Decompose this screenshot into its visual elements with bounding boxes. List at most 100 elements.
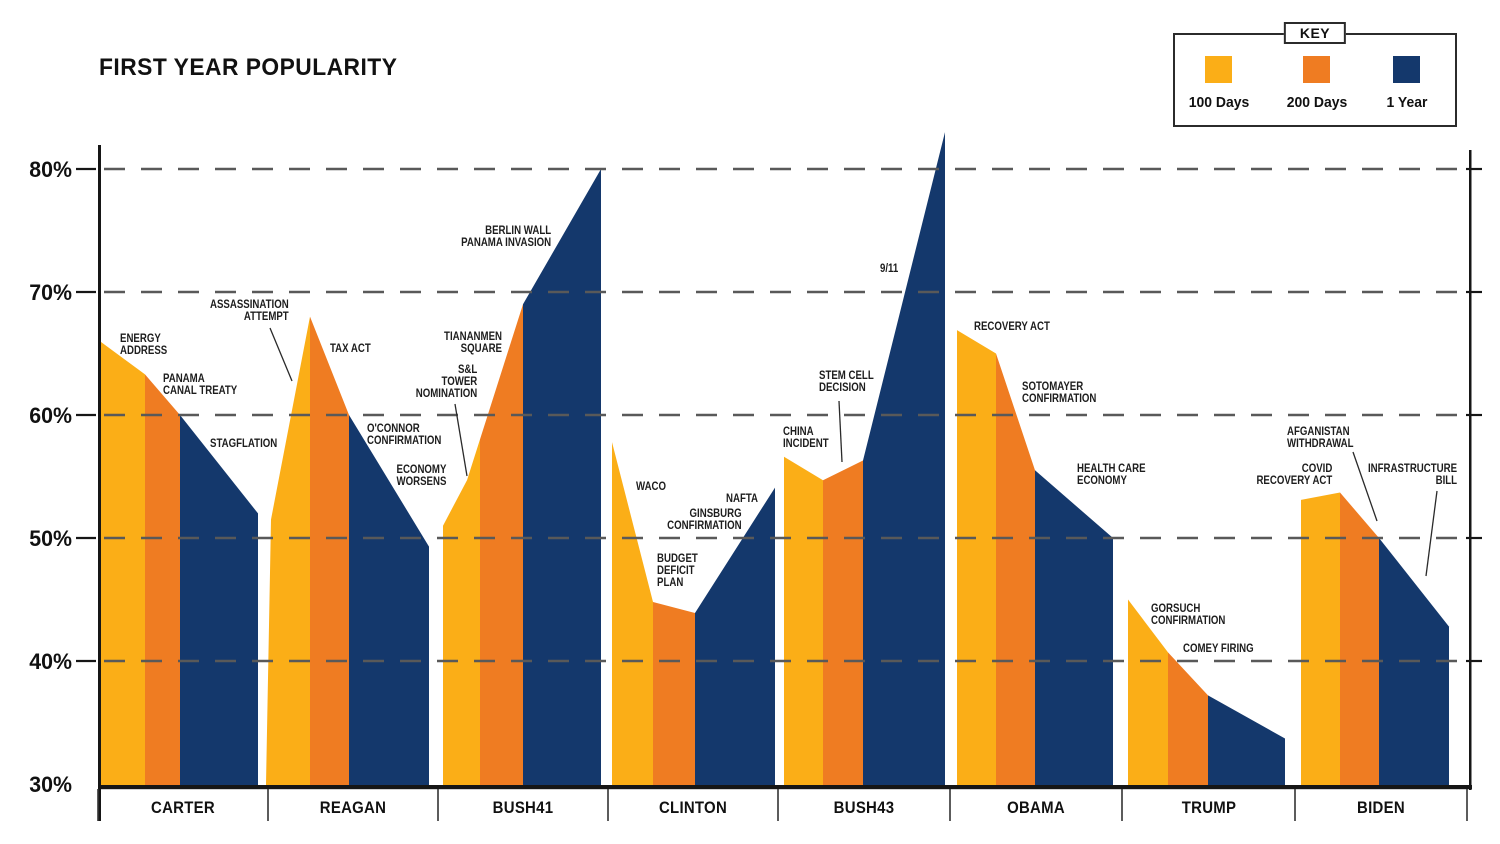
annotation-line: BERLIN WALL [484,225,551,237]
annotation-line: INFRASTRUCTURE [1367,463,1457,475]
area-carter-200-days [145,374,180,789]
pointer-line-assassination [269,327,293,382]
legend-key-box: KEY 100 Days 200 Days 1 Year [1173,22,1457,127]
annotation-line: S&L [457,364,477,376]
area-obama-1-year [1035,470,1113,789]
x-axis-label-clinton: CLINTON [658,798,728,817]
annotation-line: BUDGET [657,553,698,565]
annotation-line: NAFTA [726,493,759,505]
area-bush41-200-days [480,304,523,789]
area-obama-200-days [996,353,1035,789]
legend-key-title: KEY [1283,22,1347,44]
area-clinton-100-days [612,442,653,789]
annotation-line: 9/11 [880,263,899,275]
area-clinton-200-days [653,602,695,789]
annotation-line: CONFIRMATION [1151,615,1226,627]
annotation-budget-deficit-plan: BUDGET DEFICIT PLAN [657,553,698,589]
area-biden-100-days [1301,492,1340,789]
area-biden-1-year [1379,538,1449,789]
x-axis-label-obama: OBAMA [1007,798,1065,817]
annotation-economy-worsens: ECONOMY WORSENS [396,464,446,488]
x-axis-label-trump: TRUMP [1181,798,1236,817]
annotation-line: HEALTH CARE [1077,463,1146,475]
annotation-afganistan-withdrawal: AFGANISTAN WITHDRAWAL [1287,426,1354,450]
annotation-line: DEFICIT [657,565,695,577]
pointer-line-infrastructure [1425,490,1438,577]
annotation-line: CONFIRMATION [367,435,442,447]
annotation-line: DECISION [819,382,866,394]
area-trump-100-days [1128,599,1168,789]
area-reagan-1-year [349,415,429,789]
pointer-line-afganistan [1352,451,1378,522]
area-bush41-1-year [523,169,601,789]
x-axis-label-carter: CARTER [151,798,215,817]
annotation-line: GORSUCH [1151,603,1201,615]
annotation-stem-cell-decision: STEM CELL DECISION [819,370,874,394]
annotation-waco: WACO [636,481,666,493]
y-axis-label-70: 70% [29,280,72,305]
right-border-line [1469,150,1472,790]
annotation-line: CONFIRMATION [1022,393,1097,405]
annotation-line: WORSENS [396,476,446,488]
annotation-line: WACO [636,481,667,493]
area-biden-200-days [1340,492,1379,789]
annotation-line: ATTEMPT [244,311,289,323]
area-carter-100-days [100,341,145,789]
y-axis-label-40: 40% [29,649,72,674]
y-axis-label-50: 50% [29,526,72,551]
area-trump-200-days [1168,652,1208,789]
annotation-stagflation: STAGFLATION [210,438,277,450]
annotation-s-l-tower-nomination: S&L TOWER NOMINATION [415,364,477,400]
x-axis-baseline [98,785,1472,790]
annotation-line: ADDRESS [120,345,168,357]
annotation-line: CHINA [783,426,814,438]
annotation-comey-firing: COMEY FIRING [1183,643,1254,655]
annotation-line: COVID [1301,463,1332,475]
annotation-gorsuch-confirmation: GORSUCH CONFIRMATION [1151,603,1225,627]
legend-swatch-100-days-icon [1205,56,1232,83]
annotation-line: ECONOMY [396,464,446,476]
annotation-line: WITHDRAWAL [1287,438,1354,450]
area-clinton-1-year [695,487,775,789]
y-axis-label-80: 80% [29,157,72,182]
annotation-line: AFGANISTAN [1287,426,1350,438]
area-trump-1-year [1208,695,1285,789]
x-axis-label-biden: BIDEN [1357,798,1405,817]
annotation-line: INCIDENT [783,438,829,450]
annotation-line: RECOVERY ACT [1256,475,1332,487]
annotation-china-incident: CHINA INCIDENT [783,426,829,450]
legend-label-1-year: 1 Year [1386,94,1428,111]
annotation-energy-address: ENERGY ADDRESS [120,333,167,357]
annotation-line: STEM CELL [819,370,874,382]
annotation-nafta: NAFTA [726,493,758,505]
legend-swatch-1-year-icon [1393,56,1420,83]
annotation-recovery-act: RECOVERY ACT [974,321,1050,333]
annotation-line: TOWER [441,376,477,388]
x-axis-label-bush43: BUSH43 [833,798,895,817]
y-axis-label-30: 30% [29,772,72,797]
annotation-line: TIANANMEN [444,331,502,343]
area-bush43-200-days [823,460,863,789]
legend-label-100-days: 100 Days [1188,94,1250,111]
annotation-line: SQUARE [460,343,502,355]
area-reagan-200-days [310,316,349,789]
annotation-line: CANAL TREATY [163,385,238,397]
pointer-line-s-l [454,403,468,477]
chart-title: FIRST YEAR POPULARITY [99,54,398,81]
annotation-tax-act: TAX ACT [330,343,371,355]
annotation-berlin-wall-panama-invasion: BERLIN WALL PANAMA INVASION [461,225,551,249]
annotation-infrastructure-bill: INFRASTRUCTURE BILL [1368,463,1457,487]
annotation-ginsburg-confirmation: GINSBURG CONFIRMATION [668,508,742,532]
legend-swatch-200-days-icon [1303,56,1330,83]
x-axis-label-reagan: REAGAN [319,798,387,817]
y-axis-line [98,145,101,821]
pointer-line-stem-cell [838,400,843,463]
annotation-health-care-economy: HEALTH CARE ECONOMY [1077,463,1146,487]
annotation-line: STAGFLATION [210,438,278,450]
annotation-line: PANAMA [163,373,205,385]
area-obama-100-days [957,330,996,789]
annotation-sotomayer-confirmation: SOTOMAYER CONFIRMATION [1022,381,1096,405]
annotation-line: ASSASSINATION [210,299,289,311]
area-bush43-1-year [863,132,945,789]
annotation-panama-canal-treaty: PANAMA CANAL TREATY [163,373,237,397]
